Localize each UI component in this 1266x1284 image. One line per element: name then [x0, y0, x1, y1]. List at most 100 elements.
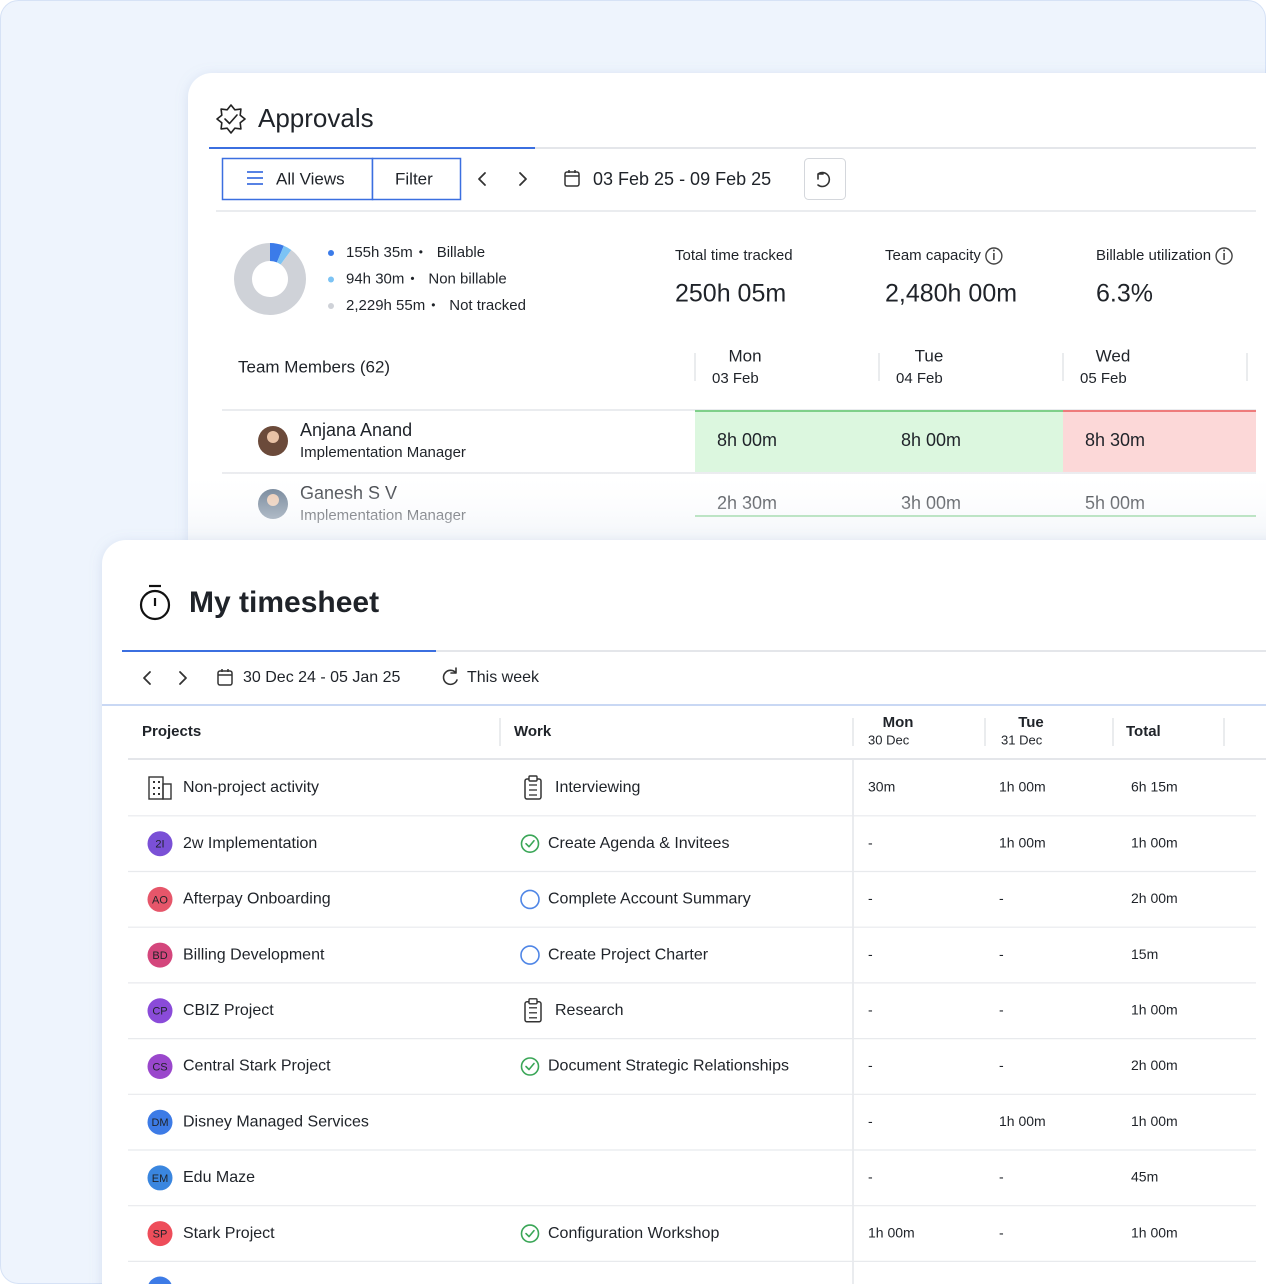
day-date: 05 Feb — [1080, 370, 1127, 387]
project-name: Central Stark Project — [183, 1058, 331, 1075]
prev-button — [143, 671, 151, 685]
time-cell: - — [999, 1224, 1004, 1240]
work-name: Complete Account Summary — [548, 891, 751, 908]
project-name: Afterpay Onboarding — [183, 891, 331, 908]
time-cell: - — [999, 1169, 1004, 1185]
project-avatar — [147, 1165, 173, 1191]
project-avatar — [147, 942, 173, 968]
approvals-icon — [224, 114, 238, 125]
filter-button[interactable] — [371, 157, 462, 201]
approvals-title: Approvals — [258, 103, 374, 133]
views-button[interactable] — [221, 157, 374, 201]
work-name: Create Project Charter — [548, 946, 709, 963]
donut-segment — [276, 245, 292, 265]
date-range: 03 Feb 25 - 09 Feb 25 — [593, 169, 771, 189]
day-name: Mon — [728, 346, 761, 365]
legend-separator: • — [419, 245, 423, 259]
column-header: Work — [514, 723, 552, 740]
avatar-initials: BD — [152, 950, 167, 962]
calendar-icon — [564, 171, 580, 187]
date-range: 30 Dec 24 - 05 Jan 25 — [243, 669, 401, 686]
project-avatar — [147, 998, 173, 1024]
time-cell: 1h 00m — [999, 1113, 1046, 1129]
calendar-icon — [217, 670, 233, 686]
project-avatar — [147, 831, 173, 857]
work-name: Research — [555, 1002, 623, 1019]
donut-segment — [269, 243, 284, 263]
refresh-icon — [442, 667, 458, 686]
stat-value: 6.3% — [1096, 280, 1153, 308]
time-cell: 45m — [1131, 1169, 1158, 1185]
hours-cell: 8h 30m — [1085, 430, 1145, 450]
project-name: Non-project activity — [183, 779, 319, 796]
legend-label: Not tracked — [449, 297, 526, 314]
day-name: Wed — [1096, 346, 1131, 365]
day-name: Tue — [915, 346, 944, 365]
time-cell: - — [999, 1002, 1004, 1018]
day-name: Tue — [1018, 714, 1044, 731]
time-cell: 15m — [1131, 946, 1158, 962]
avatar-initials: CS — [152, 1061, 167, 1073]
avatar-initials: EM — [152, 1173, 169, 1185]
time-cell: 1h 00m — [1131, 1002, 1178, 1018]
project-name: Disney Managed Services — [183, 1113, 369, 1130]
work-name: Interviewing — [555, 779, 640, 796]
hours-cell: 8h 00m — [717, 430, 777, 450]
building-icon — [158, 787, 160, 789]
status-icon — [520, 1224, 540, 1243]
views-label: All Views — [276, 169, 345, 188]
time-cell: - — [868, 1057, 873, 1073]
avatar-initials: CP — [152, 1006, 167, 1018]
stat-value: 250h 05m — [675, 280, 786, 308]
column-header: Total — [1126, 723, 1161, 740]
work-name: Configuration Workshop — [548, 1225, 719, 1242]
refresh-button[interactable] — [804, 158, 846, 200]
avatar-initials: 2I — [155, 839, 164, 851]
time-cell: - — [999, 946, 1004, 962]
project-avatar — [148, 1276, 172, 1284]
timesheet-title: My timesheet — [189, 586, 379, 619]
project-avatar — [147, 1054, 173, 1079]
status-icon — [525, 1229, 535, 1238]
fade — [188, 470, 1266, 545]
time-cell: - — [868, 1169, 873, 1185]
cell-bg — [1063, 410, 1256, 472]
legend-label: Non billable — [428, 270, 506, 287]
column-header: Projects — [142, 723, 201, 740]
info-icon — [985, 247, 1003, 265]
time-cell: 1h 00m — [999, 834, 1046, 850]
legend-value: 155h 35m — [346, 244, 413, 261]
building-icon — [153, 787, 155, 789]
day-date: 31 Dec — [1001, 732, 1043, 747]
cell-bg — [879, 410, 1063, 472]
cell-bg — [695, 410, 879, 472]
time-cell: - — [868, 946, 873, 962]
time-cell: - — [868, 834, 873, 850]
project-name: CBIZ Project — [183, 1002, 274, 1019]
time-cell: - — [868, 1002, 873, 1018]
time-cell: 2h 00m — [1131, 1057, 1178, 1073]
clipboard-icon — [528, 775, 538, 782]
time-cell: - — [999, 1057, 1004, 1073]
status-icon — [525, 839, 535, 848]
legend-value: 2,229h 55m — [346, 297, 425, 314]
legend-dot — [328, 250, 334, 256]
time-cell: 1h 00m — [1131, 1224, 1178, 1240]
team-header: Team Members (62) — [238, 357, 390, 376]
info-icon — [992, 249, 995, 252]
building-icon — [158, 793, 160, 795]
project-name: Billing Development — [183, 946, 325, 963]
hours-cell: 8h 00m — [901, 430, 961, 450]
time-cell: - — [999, 890, 1004, 906]
time-cell: 2h 00m — [1131, 890, 1178, 906]
legend-dot — [328, 276, 334, 283]
building-icon — [153, 781, 155, 783]
building-icon — [153, 793, 155, 795]
time-cell: 1h 00m — [1131, 834, 1178, 850]
status-icon — [520, 1057, 540, 1076]
filter-label: Filter — [395, 169, 433, 188]
stat-label: Billable utilization — [1096, 247, 1211, 264]
legend-label: Billable — [437, 244, 485, 261]
next-button — [519, 172, 527, 186]
